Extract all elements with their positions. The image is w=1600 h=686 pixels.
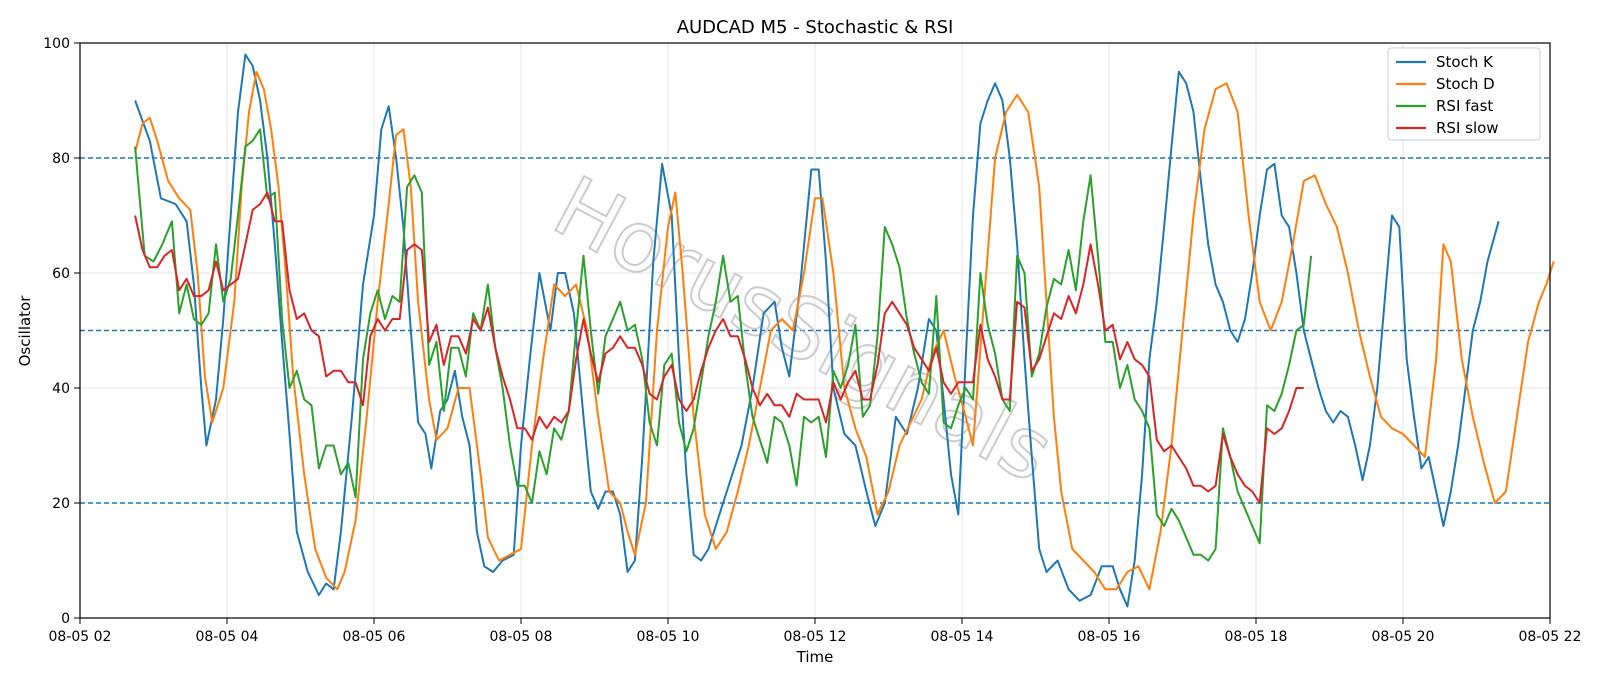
series-line-rsi-fast — [134, 128, 1313, 562]
x-tick-label: 08-05 10 — [637, 629, 700, 645]
series-layer — [134, 53, 1555, 608]
legend-label-rsi-slow: RSI slow — [1436, 119, 1499, 137]
y-axis-ticks: 0 20 40 60 80 100 — [43, 36, 80, 627]
x-tick-label: 08-05 20 — [1372, 629, 1435, 645]
x-tick-label: 08-05 02 — [49, 629, 112, 645]
series-line-stoch-d — [134, 70, 1555, 591]
x-tick-label: 08-05 08 — [490, 629, 553, 645]
y-tick-label: 80 — [52, 151, 70, 167]
series-line-rsi-slow — [134, 191, 1304, 504]
series-line-stoch-k — [134, 53, 1500, 608]
x-tick-label: 08-05 22 — [1519, 629, 1582, 645]
x-tick-label: 08-05 14 — [931, 629, 994, 645]
legend: Stoch K Stoch D RSI fast RSI slow — [1387, 47, 1541, 141]
chart-title: AUDCAD M5 - Stochastic & RSI — [677, 17, 954, 38]
x-tick-label: 08-05 16 — [1078, 629, 1141, 645]
x-axis-title: Time — [796, 648, 834, 666]
x-axis-ticks: 08-05 02 08-05 04 08-05 06 08-05 08 08-05 10… — [49, 618, 1582, 645]
x-tick-label: 08-05 18 — [1225, 629, 1288, 645]
x-tick-label: 08-05 06 — [343, 629, 406, 645]
y-tick-label: 20 — [52, 496, 70, 512]
reference-lines-layer — [80, 157, 1550, 504]
y-tick-label: 40 — [52, 381, 70, 397]
y-axis-title: Oscillator — [16, 295, 34, 367]
legend-label-rsi-fast: RSI fast — [1436, 97, 1493, 115]
legend-label-stoch-k: Stoch K — [1436, 53, 1494, 71]
legend-label-stoch-d: Stoch D — [1436, 75, 1495, 93]
x-tick-label: 08-05 04 — [196, 629, 259, 645]
legend-box — [1387, 47, 1541, 141]
y-tick-label: 60 — [52, 266, 70, 282]
y-tick-label: 0 — [61, 611, 70, 627]
y-tick-label: 100 — [43, 36, 70, 52]
x-tick-label: 08-05 12 — [784, 629, 847, 645]
